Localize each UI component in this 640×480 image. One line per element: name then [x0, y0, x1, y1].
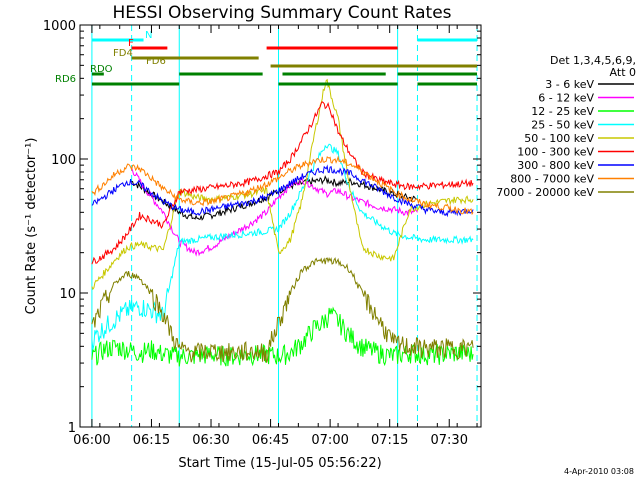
x-tick-label: 07:15	[371, 433, 408, 448]
legend-entry-label: 3 - 6 keV	[545, 78, 594, 91]
y-tick-label: 10	[59, 287, 76, 302]
x-tick-label: 06:00	[73, 433, 110, 448]
flag-label: FD6	[146, 56, 166, 67]
flag-label: RD6	[55, 74, 76, 85]
y-tick-label: 100	[51, 153, 76, 168]
legend-entry-label: 7000 - 20000 keV	[496, 186, 594, 199]
x-tick-label: 06:15	[133, 433, 170, 448]
x-tick-label: 07:00	[311, 433, 348, 448]
x-tick-label: 06:30	[192, 433, 229, 448]
legend-entry-label: 800 - 7000 keV	[510, 173, 594, 186]
plot-frame	[79, 24, 482, 428]
flag-label: F	[128, 38, 134, 49]
series-lines	[91, 78, 474, 367]
series-line	[91, 164, 474, 218]
legend-entry-label: 100 - 300 keV	[517, 146, 594, 159]
y-tick-label: 1	[68, 421, 76, 436]
series-line	[91, 101, 474, 265]
legend-entry-label: 6 - 12 keV	[538, 92, 594, 105]
generated-timestamp: 4-Apr-2010 03:08	[564, 467, 634, 476]
series-line	[91, 78, 474, 291]
series-line	[91, 257, 474, 363]
x-tick-label: 07:30	[431, 433, 468, 448]
legend-entry-label: 25 - 50 keV	[531, 119, 594, 132]
flag-label: N	[145, 30, 152, 41]
y-axis-title: Count Rate (s⁻¹ detector⁻¹)	[24, 138, 39, 315]
orbit-boundary-markers	[91, 25, 478, 427]
legend-entry-label: 300 - 800 keV	[517, 159, 594, 172]
x-tick-label: 06:45	[252, 433, 289, 448]
series-line	[91, 306, 474, 367]
y-tick-label: 1000	[43, 19, 76, 34]
flag-label: FD4	[113, 48, 133, 59]
x-axis-title: Start Time (15-Jul-05 05:56:22)	[178, 456, 381, 471]
legend-header: Att 0	[610, 66, 636, 79]
legend-entry-label: 50 - 100 keV	[524, 132, 594, 145]
flag-label: RDO	[90, 64, 113, 75]
legend-entry-label: 12 - 25 keV	[531, 105, 594, 118]
axes: 06:00 06:15 06:30 06:45 07:00 07:15 07:30 1 10 10…	[43, 19, 481, 448]
legend-header: Det 1,3,4,5,6,9,	[550, 54, 636, 67]
series-line	[91, 155, 474, 216]
chart-title: HESSI Observing Summary Count Rates	[112, 3, 451, 23]
